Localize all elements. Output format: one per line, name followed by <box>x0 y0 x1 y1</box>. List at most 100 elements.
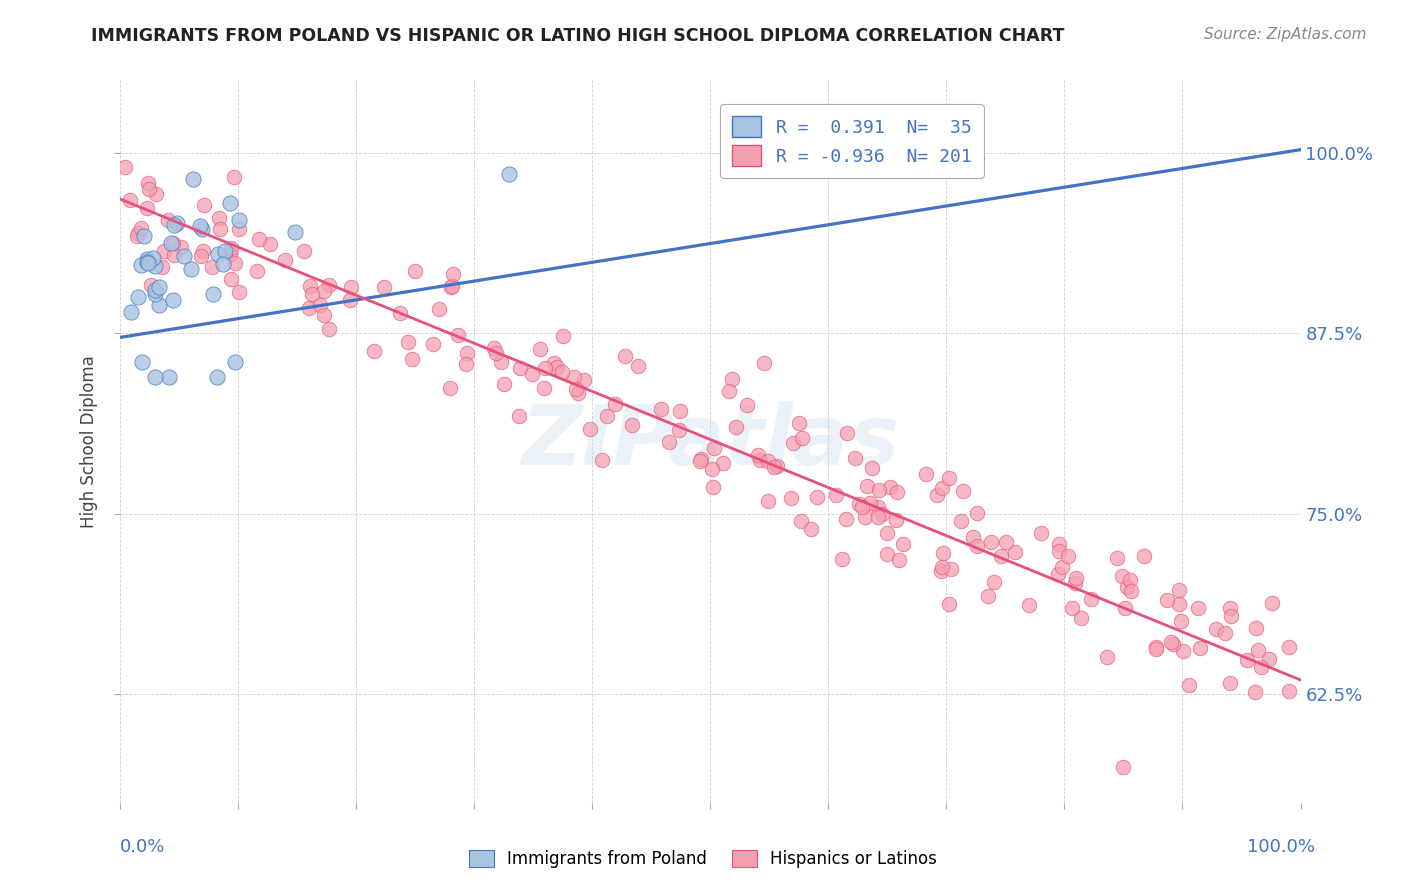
Point <box>562 370 585 384</box>
Point <box>779 491 801 506</box>
Point <box>318 277 340 292</box>
Point <box>224 170 246 185</box>
Point <box>173 249 195 263</box>
Point <box>858 496 880 510</box>
Point <box>363 344 385 359</box>
Point <box>145 186 167 201</box>
Point <box>1236 653 1258 667</box>
Point <box>143 283 166 297</box>
Point <box>1080 592 1102 607</box>
Point <box>208 211 231 225</box>
Point <box>166 216 188 230</box>
Point <box>658 434 681 449</box>
Point <box>1144 640 1167 654</box>
Point <box>787 417 810 431</box>
Point <box>1119 584 1142 599</box>
Point <box>314 284 336 298</box>
Point <box>884 513 907 527</box>
Point <box>228 285 250 300</box>
Point <box>844 450 866 465</box>
Point <box>159 235 181 250</box>
Point <box>318 321 340 335</box>
Point <box>848 496 870 510</box>
Point <box>592 453 614 467</box>
Point <box>191 222 214 236</box>
Point <box>373 280 395 294</box>
Point <box>1070 611 1092 625</box>
Point <box>915 467 938 481</box>
Point <box>136 256 159 270</box>
Point <box>1246 642 1268 657</box>
Point <box>427 301 450 316</box>
Point <box>143 369 166 384</box>
Point <box>440 280 463 294</box>
Point <box>690 451 713 466</box>
Point <box>228 221 250 235</box>
Point <box>860 461 883 475</box>
Point <box>551 329 574 343</box>
Point <box>219 247 242 261</box>
Point <box>219 241 242 255</box>
Point <box>131 355 153 369</box>
Point <box>668 404 690 418</box>
Point <box>1064 576 1087 591</box>
Point <box>1219 600 1241 615</box>
Point <box>702 480 724 494</box>
Point <box>136 201 159 215</box>
Point <box>274 253 297 268</box>
Point <box>980 534 1002 549</box>
Point <box>995 535 1018 549</box>
Point <box>404 264 426 278</box>
Point <box>1114 601 1136 615</box>
Point <box>1116 580 1139 594</box>
Point <box>1250 660 1272 674</box>
Point <box>931 564 953 578</box>
Point <box>162 293 184 308</box>
Point <box>193 198 215 212</box>
Point <box>214 244 236 258</box>
Text: ZIPatlas: ZIPatlas <box>522 401 898 482</box>
Point <box>489 355 512 369</box>
Point <box>136 176 159 190</box>
Point <box>925 488 948 502</box>
Point <box>870 508 893 522</box>
Point <box>212 257 235 271</box>
Point <box>756 453 779 467</box>
Point <box>949 515 972 529</box>
Point <box>482 341 505 355</box>
Point <box>763 459 786 474</box>
Legend: Immigrants from Poland, Hispanics or Latinos: Immigrants from Poland, Hispanics or Lat… <box>463 843 943 875</box>
Text: IMMIGRANTS FROM POLAND VS HISPANIC OR LATINO HIGH SCHOOL DIPLOMA CORRELATION CHA: IMMIGRANTS FROM POLAND VS HISPANIC OR LA… <box>91 27 1064 45</box>
Point <box>292 244 315 259</box>
Point <box>520 367 543 381</box>
Point <box>120 193 142 207</box>
Point <box>246 264 269 278</box>
Point <box>1047 543 1070 558</box>
Point <box>572 373 595 387</box>
Point <box>543 355 565 369</box>
Point <box>259 236 281 251</box>
Point <box>162 235 184 250</box>
Point <box>1018 598 1040 612</box>
Point <box>492 376 515 391</box>
Point <box>1261 596 1284 610</box>
Point <box>766 458 789 473</box>
Point <box>1205 622 1227 636</box>
Point <box>224 256 246 270</box>
Point <box>191 244 214 258</box>
Text: Source: ZipAtlas.com: Source: ZipAtlas.com <box>1204 27 1367 42</box>
Point <box>127 226 149 240</box>
Point <box>188 219 211 233</box>
Point <box>735 398 758 412</box>
Point <box>835 512 858 526</box>
Point <box>339 279 361 293</box>
Point <box>298 301 321 315</box>
Point <box>485 345 508 359</box>
Point <box>876 547 898 561</box>
Point <box>1171 644 1194 658</box>
Point <box>689 453 711 467</box>
Point <box>650 402 672 417</box>
Point <box>247 231 270 245</box>
Point <box>700 461 723 475</box>
Point <box>148 280 170 294</box>
